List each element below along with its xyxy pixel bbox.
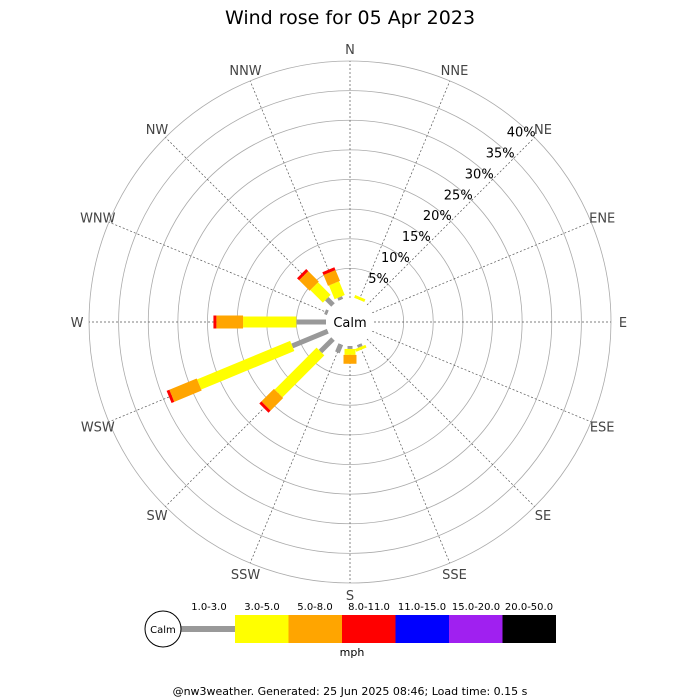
legend-units: mph: [340, 646, 365, 659]
direction-label-ne: NE: [534, 123, 552, 138]
legend-label-bin4: 8.0-11.0: [348, 602, 390, 613]
direction-label-nw: NW: [146, 123, 169, 138]
petal-nnw-bin1: [337, 296, 344, 301]
petal-nw-bin2: [310, 282, 331, 303]
percent-label: 25%: [444, 188, 473, 203]
petal-nw-bin3: [299, 271, 319, 291]
percent-label: 20%: [423, 209, 452, 224]
direction-label-ssw: SSW: [231, 568, 261, 583]
petal-wsw-bin2: [197, 340, 295, 390]
direction-label-sw: SW: [146, 509, 167, 524]
percent-label: 40%: [507, 125, 536, 140]
petal-nne-bin2: [354, 294, 366, 302]
calm-circle: [326, 298, 374, 346]
petals: [166, 267, 367, 413]
percent-label: 30%: [465, 167, 494, 182]
spoke-wsw: [108, 330, 328, 423]
direction-labels: N NNE NE ENE E ESE SE SSE S SSW SW WSW W WNW NW NNW: [71, 43, 628, 604]
legend-swatch-bin4: [342, 615, 396, 643]
legend-label-bin6: 15.0-20.0: [452, 602, 500, 613]
direction-label-ene: ENE: [589, 212, 615, 227]
legend-swatch-bin2: [235, 615, 289, 643]
petal-sse-bin1: [356, 343, 363, 348]
legend-calm-label: Calm: [150, 625, 176, 636]
percent-label: 10%: [381, 251, 410, 266]
spoke-sse: [358, 344, 451, 564]
spoke-nw: [165, 137, 334, 306]
petal-nw-bin4: [297, 269, 309, 281]
spoke-ne: [366, 137, 535, 306]
percent-label: 35%: [486, 146, 515, 161]
spoke-ssw: [249, 344, 342, 564]
petal-nw-bin1: [324, 296, 335, 307]
spoke-sw: [165, 338, 334, 507]
petal-sw-bin2: [274, 347, 325, 398]
direction-label-wnw: WNW: [80, 212, 116, 227]
spoke-nnw: [249, 80, 342, 300]
direction-label-nnw: NNW: [229, 64, 261, 79]
direction-label-se: SE: [535, 509, 551, 524]
direction-label-ese: ESE: [590, 421, 615, 436]
petal-ssw-bin1: [335, 343, 344, 354]
petal-sw-bin4: [259, 401, 271, 413]
percent-label: 5%: [368, 272, 389, 287]
legend-label-bin7: 20.0-50.0: [505, 602, 553, 613]
petal-wnw-bin1: [324, 309, 329, 316]
direction-label-sse: SSE: [442, 568, 467, 583]
legend-swatch-bin3: [288, 615, 342, 643]
spoke-wnw: [108, 221, 328, 314]
direction-label-s: S: [346, 589, 354, 604]
spoke-se: [366, 338, 535, 507]
petal-sw-bin1: [318, 337, 335, 354]
polar-grid: [88, 60, 612, 584]
legend: Calm 1.0-3.0 3.0-5.0 5.0-8.0 8.0-11.0 11.0-15…: [144, 602, 556, 648]
legend-label-bin2: 3.0-5.0: [244, 602, 279, 613]
legend-swatch-bin7: [502, 615, 556, 643]
direction-label-e: E: [619, 316, 627, 331]
percent-labels: 5% 10% 15% 20% 25% 30% 35% 40%: [368, 125, 535, 287]
grid-ring: [207, 179, 493, 465]
calm-label: Calm: [333, 316, 366, 331]
legend-label-bin1: 1.0-3.0: [191, 602, 226, 613]
petal-wsw-bin4: [166, 389, 175, 403]
spoke-nne: [358, 80, 451, 300]
grid-ring: [118, 90, 582, 554]
petal-wsw-bin3: [169, 378, 202, 402]
calm-center: Calm: [326, 298, 374, 346]
direction-label-n: N: [345, 43, 355, 58]
petal-sw-bin3: [261, 388, 284, 411]
legend-swatch-bin5: [395, 615, 449, 643]
direction-label-w: W: [71, 316, 84, 331]
petal-nnw-bin3: [323, 269, 341, 286]
legend-label-bin3: 5.0-8.0: [297, 602, 332, 613]
spoke-ene: [372, 221, 592, 314]
legend-swatch-bin6: [449, 615, 503, 643]
legend-calm-circle: [144, 610, 182, 648]
direction-label-nne: NNE: [441, 64, 469, 79]
petal-nnw-bin2: [328, 281, 345, 300]
percent-label: 15%: [402, 230, 431, 245]
petal-nnw-bin4: [322, 267, 336, 275]
footer-text: @nw3weather. Generated: 25 Jun 2025 08:4…: [173, 685, 528, 698]
petal-wsw-bin1: [291, 328, 329, 349]
spoke-ese: [372, 330, 592, 423]
petal-sse-bin2: [355, 344, 367, 352]
legend-label-bin5: 11.0-15.0: [398, 602, 446, 613]
chart-title: Wind rose for 05 Apr 2023: [225, 7, 475, 29]
direction-label-wsw: WSW: [81, 421, 115, 436]
